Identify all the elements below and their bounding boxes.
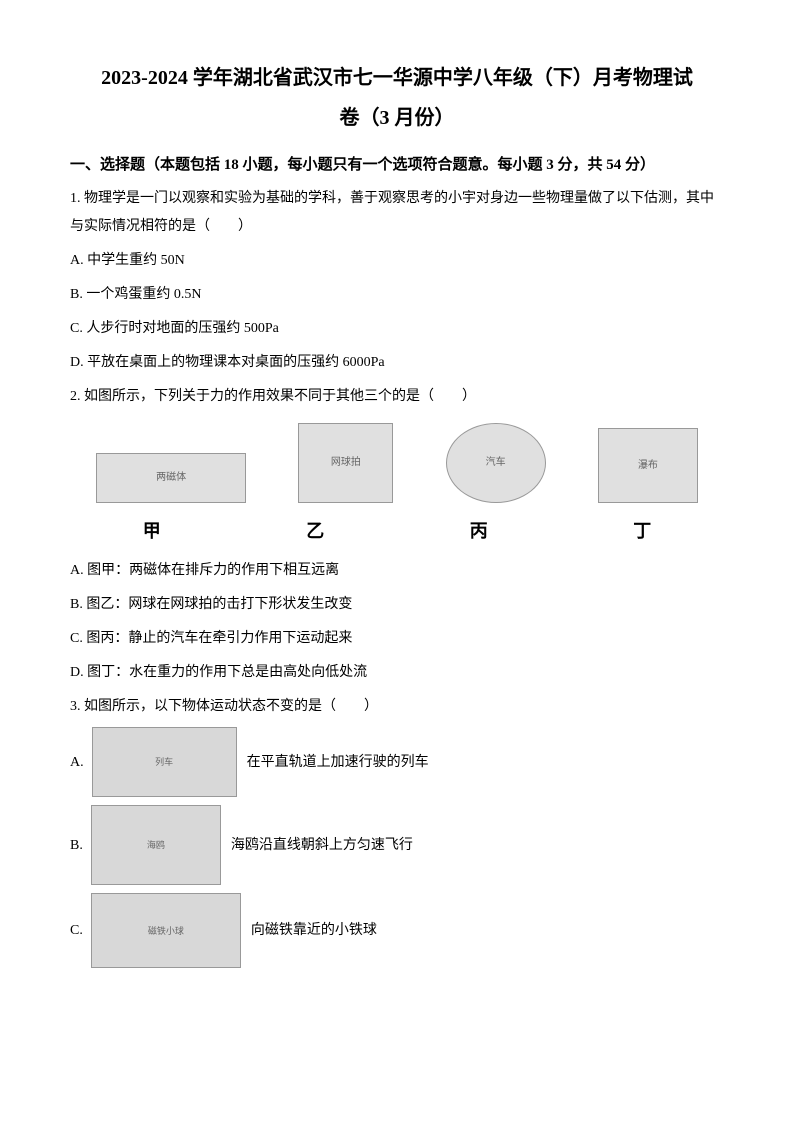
section-header: 一、选择题（本题包括 18 小题，每小题只有一个选项符合题意。每小题 3 分，共… [70, 152, 724, 179]
question-3-text: 3. 如图所示，以下物体运动状态不变的是（ ） [70, 693, 724, 721]
image-item-yi: 网球拍 [298, 423, 393, 507]
question-2-option-a: A. 图甲：两磁体在排斥力的作用下相互远离 [70, 557, 724, 585]
caption-bing: 丙 [409, 515, 549, 547]
question-3-option-c: C. 磁铁小球 向磁铁靠近的小铁球 [70, 893, 724, 968]
exam-title-line1: 2023-2024 学年湖北省武汉市七一华源中学八年级（下）月考物理试 [70, 60, 724, 96]
question-1-option-a: A. 中学生重约 50N [70, 247, 724, 275]
caption-yi: 乙 [245, 515, 385, 547]
question-1-option-c: C. 人步行时对地面的压强约 500Pa [70, 315, 724, 343]
image-item-jia: 两磁体 [96, 453, 246, 507]
magnet-ball-image: 磁铁小球 [91, 893, 241, 968]
question-2-option-c: C. 图丙：静止的汽车在牵引力作用下运动起来 [70, 625, 724, 653]
train-image: 列车 [92, 727, 237, 797]
question-2-option-d: D. 图丁：水在重力的作用下总是由高处向低处流 [70, 659, 724, 687]
option-b-letter: B. [70, 833, 83, 858]
option-c-letter: C. [70, 918, 83, 943]
question-2-text: 2. 如图所示，下列关于力的作用效果不同于其他三个的是（ ） [70, 383, 724, 411]
question-1-option-d: D. 平放在桌面上的物理课本对桌面的压强约 6000Pa [70, 349, 724, 377]
option-c-text: 向磁铁靠近的小铁球 [251, 918, 377, 943]
question-2-caption-row: 甲 乙 丙 丁 [70, 515, 724, 547]
question-2-option-b: B. 图乙：网球在网球拍的击打下形状发生改变 [70, 591, 724, 619]
caption-jia: 甲 [82, 515, 222, 547]
image-item-bing: 汽车 [446, 423, 546, 507]
question-2-image-row: 两磁体 网球拍 汽车 瀑布 [70, 423, 724, 507]
magnets-image: 两磁体 [96, 453, 246, 503]
option-a-letter: A. [70, 750, 84, 775]
exam-title-line2: 卷（3 月份） [70, 100, 724, 136]
waterfall-image: 瀑布 [598, 428, 698, 503]
option-b-text: 海鸥沿直线朝斜上方匀速飞行 [231, 833, 413, 858]
seagull-image: 海鸥 [91, 805, 221, 885]
question-1-option-b: B. 一个鸡蛋重约 0.5N [70, 281, 724, 309]
tennis-racket-image: 网球拍 [298, 423, 393, 503]
caption-ding: 丁 [572, 515, 712, 547]
image-item-ding: 瀑布 [598, 428, 698, 507]
question-1-text: 1. 物理学是一门以观察和实验为基础的学科，善于观察思考的小宇对身边一些物理量做… [70, 185, 724, 241]
option-a-text: 在平直轨道上加速行驶的列车 [247, 750, 429, 775]
car-image: 汽车 [446, 423, 546, 503]
question-3-option-b: B. 海鸥 海鸥沿直线朝斜上方匀速飞行 [70, 805, 724, 885]
question-3-option-a: A. 列车 在平直轨道上加速行驶的列车 [70, 727, 724, 797]
